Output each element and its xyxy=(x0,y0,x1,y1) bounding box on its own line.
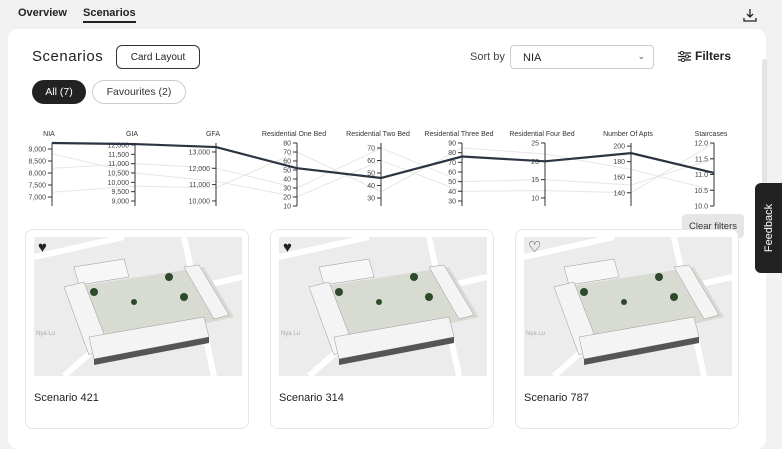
tick-label: 50 xyxy=(448,179,456,186)
scenario-card[interactable]: Nya Lu ♥ Scenario 314 xyxy=(270,229,494,429)
tick-label: 11,000 xyxy=(189,182,210,189)
tick-label: 60 xyxy=(448,169,456,176)
tick-label: 140 xyxy=(613,190,625,197)
tick-label: 11,000 xyxy=(108,161,129,168)
pill-favourites[interactable]: Favourites (2) xyxy=(92,80,186,104)
tick-label: 13,000 xyxy=(189,149,211,156)
tick-label: 25 xyxy=(531,141,539,148)
feedback-label: Feedback xyxy=(762,203,775,253)
scenario-card[interactable]: Nya Lu ♥ Scenario 421 xyxy=(25,229,249,429)
map-label: Nya Lu xyxy=(281,331,300,337)
tick-label: 50 xyxy=(367,171,375,178)
tick-label: 10,000 xyxy=(108,180,130,187)
axis-title: Residential Two Bed xyxy=(346,131,410,138)
tick-label: 60 xyxy=(367,158,375,165)
scenario-3d-image: Nya Lu xyxy=(279,237,487,376)
series-line-other xyxy=(51,142,715,198)
tick-label: 12,000 xyxy=(189,166,211,173)
tick-label: 11.0 xyxy=(695,172,708,179)
tick-label: 180 xyxy=(613,159,625,166)
tick-label: 200 xyxy=(613,144,625,151)
tick-label: 7,000 xyxy=(28,195,46,202)
scenario-name: Scenario 421 xyxy=(34,392,99,404)
tick-label: 9,000 xyxy=(28,147,46,154)
tick-label: 15 xyxy=(531,177,539,184)
filters-label: Filters xyxy=(695,49,732,63)
tick-label: 90 xyxy=(448,141,456,148)
sort-label: Sort by xyxy=(470,51,505,63)
tick-label: 9,500 xyxy=(111,189,129,196)
scrollbar[interactable] xyxy=(762,59,767,189)
tick-label: 12.0 xyxy=(694,141,708,148)
tick-label: 10,500 xyxy=(108,171,130,178)
tick-label: 40 xyxy=(367,183,375,190)
tick-label: 40 xyxy=(448,189,456,196)
heart-filled-icon[interactable]: ♥ xyxy=(283,239,292,256)
tick-label: 8,000 xyxy=(28,171,46,178)
axis-title: Number Of Apts xyxy=(603,131,653,138)
heart-outline-icon[interactable]: ♡ xyxy=(528,239,542,256)
tick-label: 11.5 xyxy=(695,156,708,163)
tick-label: 160 xyxy=(613,175,625,182)
tick-label: 30 xyxy=(448,198,456,205)
tick-label: 80 xyxy=(448,150,456,157)
axis-title: GFA xyxy=(206,131,220,138)
card-layout-button[interactable]: Card Layout xyxy=(116,45,200,69)
tick-label: 12,000 xyxy=(108,142,130,149)
map-label: Nya Lu xyxy=(36,331,55,337)
tab-scenarios[interactable]: Scenarios xyxy=(83,7,136,23)
scenario-3d-image: Nya Lu xyxy=(34,237,242,376)
tick-label: 20 xyxy=(283,195,291,202)
axis-title: Staircases xyxy=(695,131,728,138)
tick-label: 70 xyxy=(283,150,291,157)
tick-label: 70 xyxy=(448,160,456,167)
scenario-name: Scenario 787 xyxy=(524,392,589,404)
tab-overview[interactable]: Overview xyxy=(18,7,67,19)
tick-label: 60 xyxy=(283,159,291,166)
series-line-highlighted[interactable] xyxy=(51,141,715,180)
tick-label: 8,500 xyxy=(28,159,46,166)
scenario-name: Scenario 314 xyxy=(279,392,344,404)
tick-label: 10.0 xyxy=(694,204,708,211)
tick-label: 7,500 xyxy=(28,183,46,190)
scenario-card[interactable]: Nya Lu ♡ Scenario 787 xyxy=(515,229,739,429)
tick-label: 20 xyxy=(531,159,539,166)
page-title: Scenarios xyxy=(32,48,104,65)
axis-title: GIA xyxy=(126,131,138,138)
tick-label: 10.5 xyxy=(694,188,708,195)
chevron-down-icon: ⌄ xyxy=(637,51,645,61)
download-icon[interactable] xyxy=(743,8,757,22)
tick-label: 40 xyxy=(283,177,291,184)
axis-title: Residential Three Bed xyxy=(424,131,493,138)
tick-label: 10,000 xyxy=(189,198,211,205)
axis-title: Residential One Bed xyxy=(262,131,326,138)
tick-label: 50 xyxy=(283,168,291,175)
feedback-tab[interactable]: Feedback xyxy=(755,183,782,273)
axis-title: NIA xyxy=(43,131,55,138)
tick-label: 30 xyxy=(283,186,291,193)
sort-value: NIA xyxy=(523,52,542,64)
parallel-coordinates-chart[interactable]: NIA 7,000 7,500 8,000 8,500 9,000 GIA 9,000 9,50… xyxy=(8,124,766,214)
sliders-icon xyxy=(678,50,691,62)
top-nav: Overview Scenarios xyxy=(0,0,782,28)
tick-label: 70 xyxy=(367,146,375,153)
sort-select[interactable]: NIA ⌄ xyxy=(510,45,654,69)
tick-label: 10 xyxy=(531,195,539,202)
tick-label: 30 xyxy=(367,196,375,203)
pill-all[interactable]: All (7) xyxy=(32,80,86,104)
tick-label: 9,000 xyxy=(111,199,129,206)
tick-label: 10 xyxy=(283,204,291,211)
filters-button[interactable]: Filters xyxy=(678,49,731,63)
heart-filled-icon[interactable]: ♥ xyxy=(38,239,47,256)
axis-title: Residential Four Bed xyxy=(509,131,574,138)
tick-label: 11,500 xyxy=(108,152,129,159)
scenario-3d-image: Nya Lu xyxy=(524,237,732,376)
tick-label: 80 xyxy=(283,141,291,148)
map-label: Nya Lu xyxy=(526,331,545,337)
